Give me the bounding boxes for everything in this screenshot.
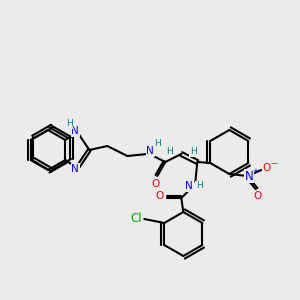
Text: N: N — [71, 164, 79, 174]
Text: N: N — [185, 181, 193, 191]
Text: H: H — [196, 182, 203, 190]
Text: N: N — [146, 146, 154, 156]
Text: H: H — [66, 119, 73, 128]
Text: −: − — [270, 160, 277, 169]
Text: N: N — [245, 169, 254, 182]
Text: O: O — [262, 163, 270, 173]
Text: +: + — [252, 168, 258, 174]
Text: Cl: Cl — [130, 212, 142, 226]
Text: H: H — [154, 140, 161, 148]
Text: O: O — [253, 191, 261, 201]
Text: N: N — [71, 126, 79, 136]
Text: O: O — [155, 191, 164, 201]
Text: H: H — [166, 148, 173, 157]
Text: H: H — [190, 148, 197, 157]
Text: O: O — [151, 179, 159, 189]
